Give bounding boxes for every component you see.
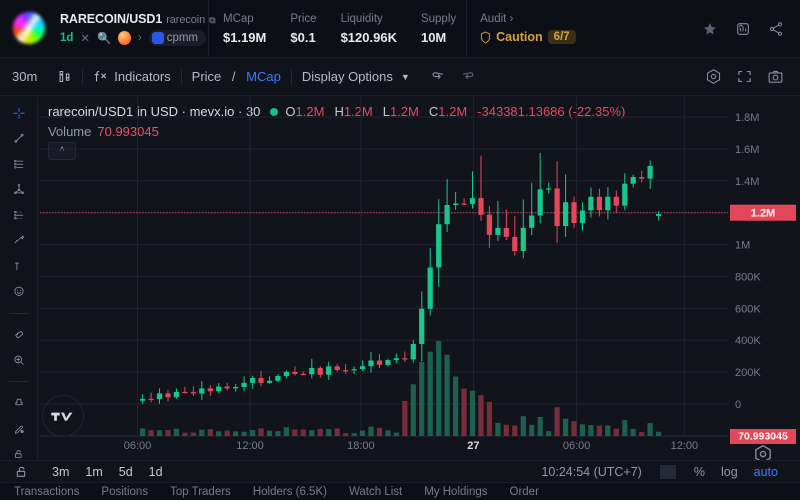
svg-text:70.993045: 70.993045 — [738, 431, 788, 443]
svg-text:18:00: 18:00 — [347, 440, 375, 452]
svg-text:06:00: 06:00 — [124, 440, 152, 452]
svg-text:1.2M: 1.2M — [751, 208, 775, 220]
svg-text:12:00: 12:00 — [236, 440, 264, 452]
svg-text:0: 0 — [735, 399, 741, 411]
svg-text:06:00: 06:00 — [563, 440, 591, 452]
svg-text:1M: 1M — [735, 240, 750, 252]
svg-text:27: 27 — [467, 440, 479, 452]
svg-text:200K: 200K — [735, 367, 761, 379]
svg-text:600K: 600K — [735, 303, 761, 315]
svg-text:400K: 400K — [735, 335, 761, 347]
svg-text:1.6M: 1.6M — [735, 144, 759, 156]
svg-text:1.8M: 1.8M — [735, 112, 759, 124]
svg-text:800K: 800K — [735, 272, 761, 284]
svg-text:1.4M: 1.4M — [735, 176, 759, 188]
svg-text:12:00: 12:00 — [671, 440, 699, 452]
